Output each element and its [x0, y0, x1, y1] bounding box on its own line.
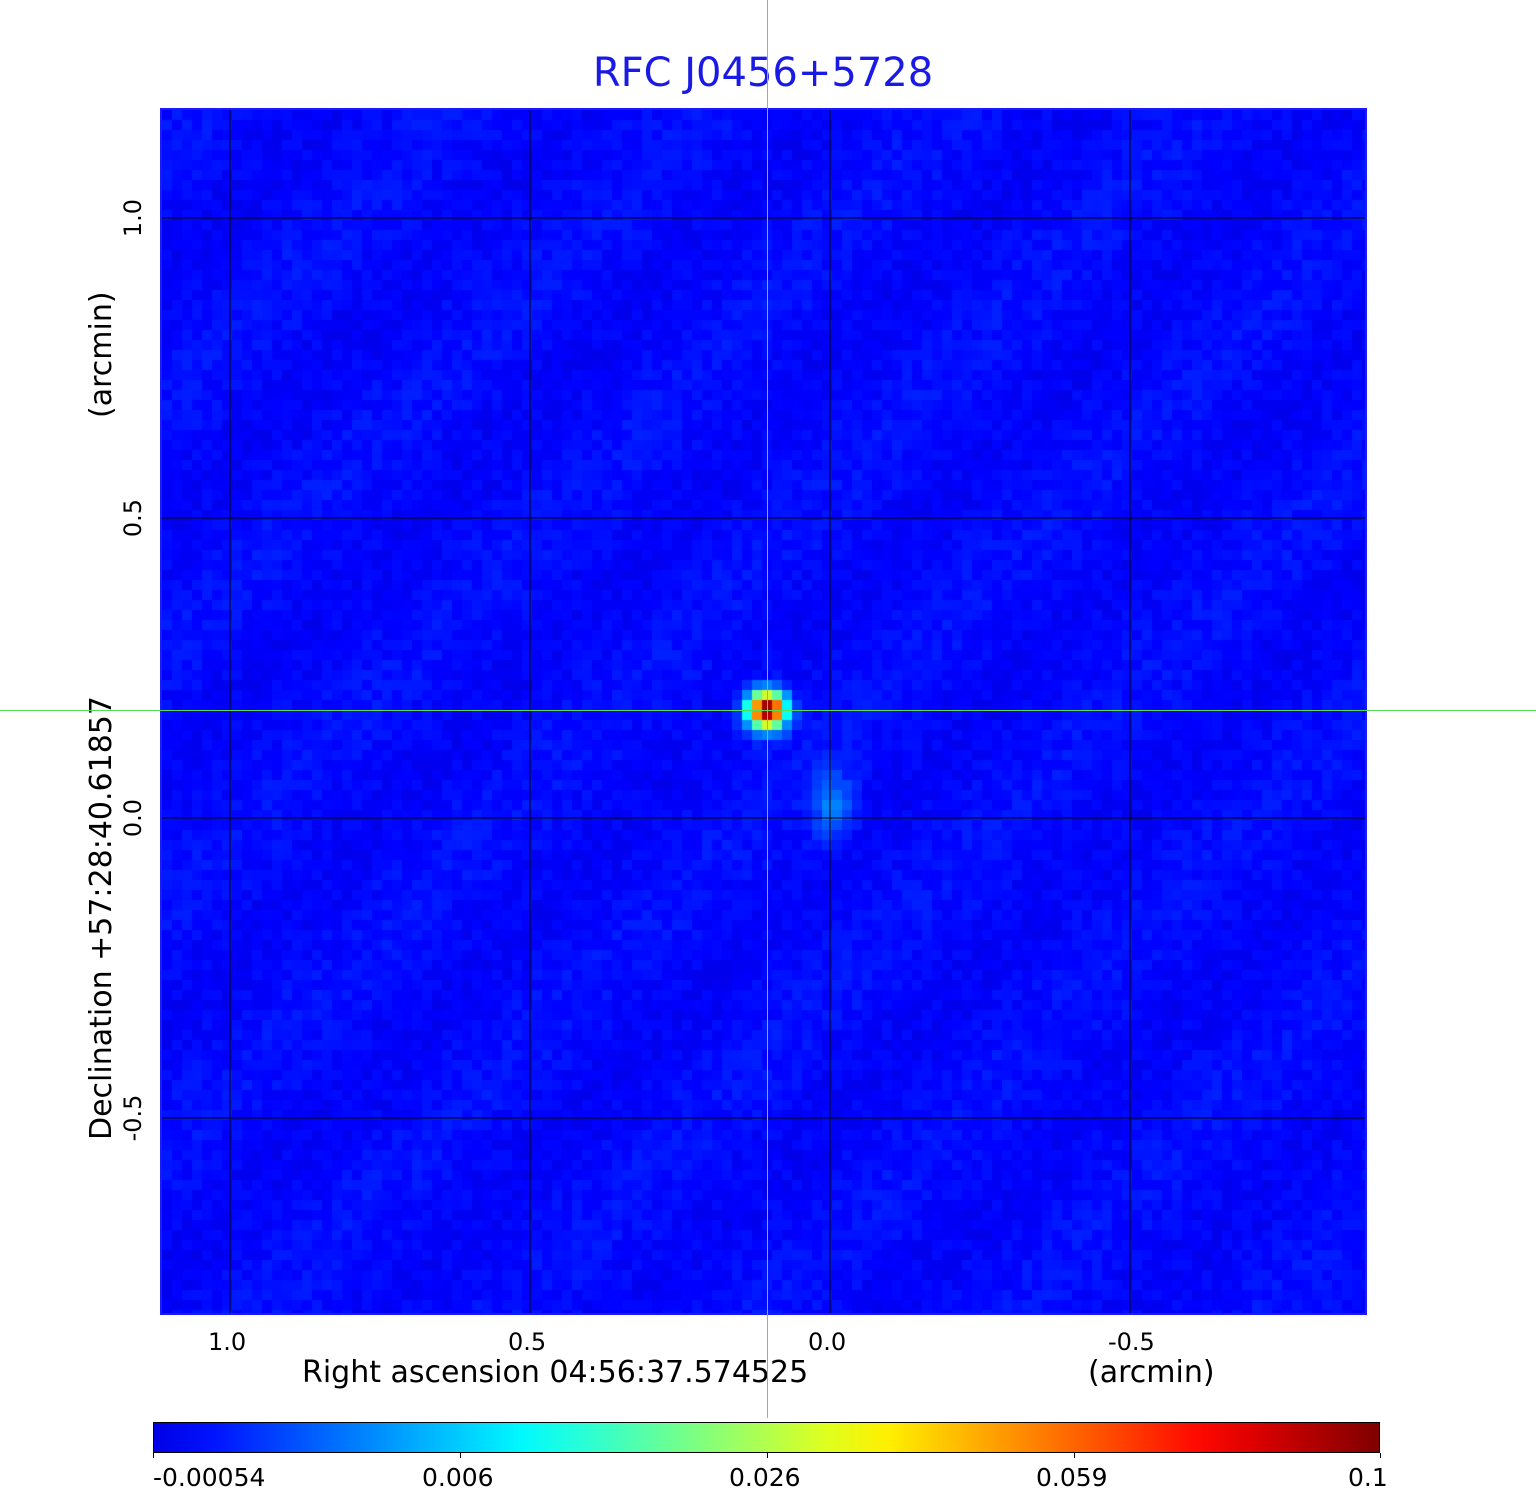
- colorbar-tick-label: 0.1: [1348, 1463, 1388, 1492]
- radio-image-heatmap: [162, 110, 1365, 1313]
- y-tick-label: 1.0: [119, 198, 147, 238]
- x-tick-label: 0.5: [508, 1328, 547, 1356]
- crosshair-vertical: [767, 0, 768, 1418]
- x-tick-label: 0.0: [808, 1328, 847, 1356]
- colorbar: [153, 1422, 1380, 1453]
- colorbar-tick-mark: [767, 1453, 768, 1458]
- colorbar-tick-label: 0.059: [1036, 1463, 1108, 1492]
- crosshair-horizontal: [0, 710, 1536, 711]
- colorbar-tick-label: 0.006: [422, 1463, 494, 1492]
- y-axis-unit: (arcmin): [84, 291, 119, 418]
- x-axis-label: Right ascension 04:56:37.574525: [302, 1355, 809, 1390]
- x-tick-label: 1.0: [208, 1328, 247, 1356]
- y-tick-label: -0.5: [119, 1094, 147, 1142]
- grid-overlay: [162, 110, 1365, 1313]
- colorbar-tick-mark: [1380, 1453, 1381, 1458]
- colorbar-tick-label: -0.00054: [153, 1463, 266, 1492]
- colorbar-tick-label: 0.026: [729, 1463, 801, 1492]
- chart-title: RFC J0456+5728: [592, 50, 934, 96]
- x-axis-unit: (arcmin): [1088, 1355, 1215, 1390]
- colorbar-tick-mark: [1074, 1453, 1075, 1458]
- colorbar-tick-mark: [460, 1453, 461, 1458]
- image-plot-area[interactable]: [160, 108, 1367, 1315]
- colorbar-tick-mark: [153, 1453, 154, 1458]
- y-tick-label: 0.5: [119, 498, 147, 538]
- y-axis-label: Declination +57:28:40.61857: [84, 696, 119, 1140]
- y-tick-label: 0.0: [119, 798, 147, 838]
- x-tick-label: -0.5: [1108, 1328, 1155, 1356]
